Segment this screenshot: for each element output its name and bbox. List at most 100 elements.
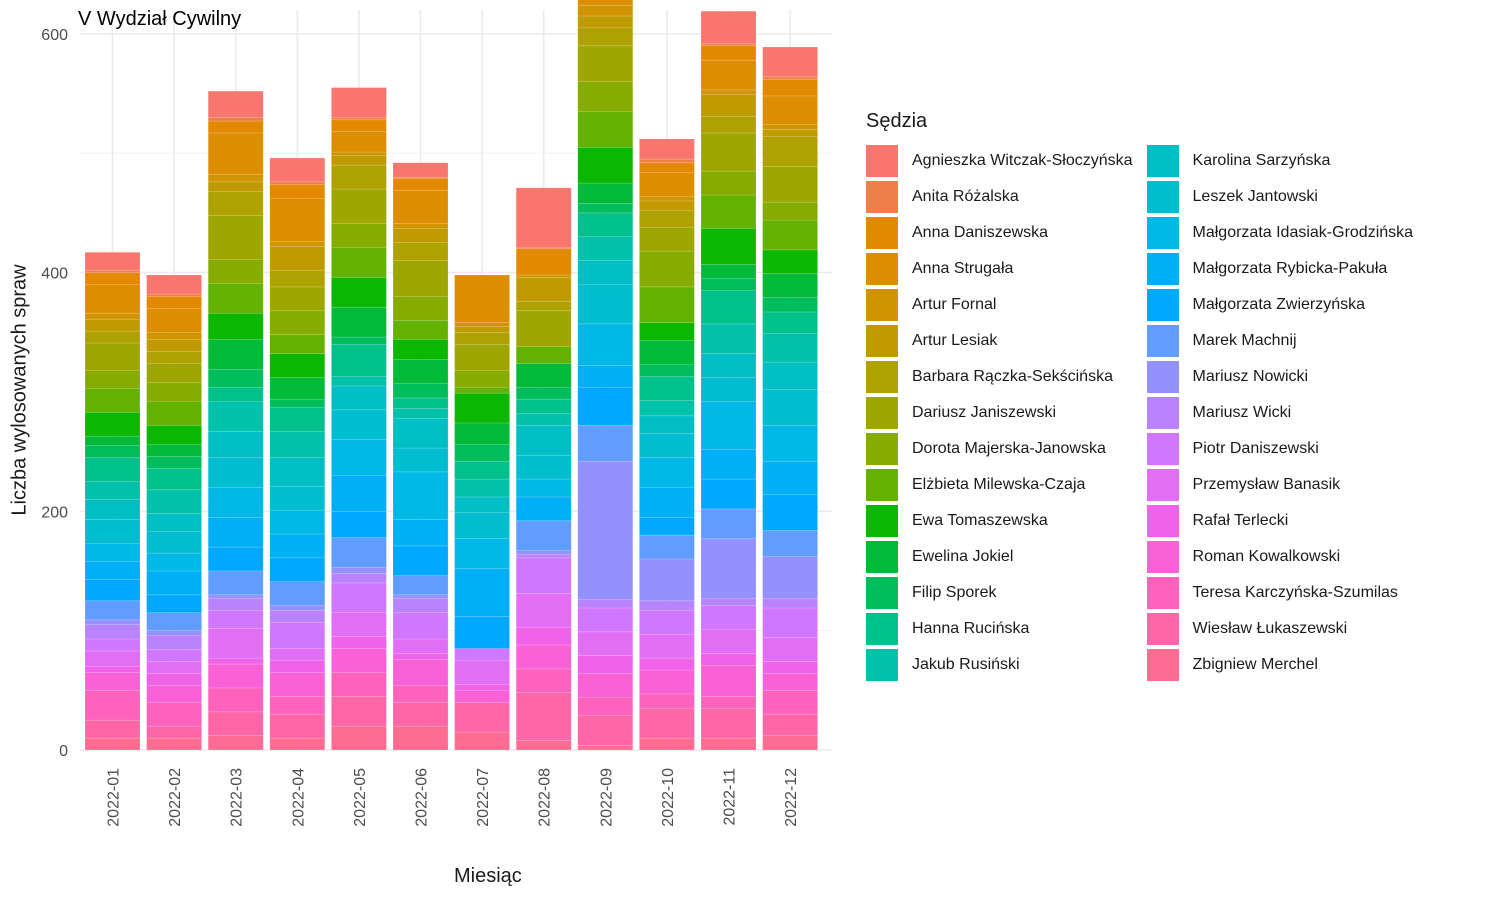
bar-segment xyxy=(269,557,326,583)
x-axis-title: Miesiąc xyxy=(454,865,522,887)
x-tick-label: 2022-02 xyxy=(167,768,184,827)
bar-segment xyxy=(84,481,141,500)
y-axis-title: Liczba wylosowanych spraw xyxy=(8,264,31,516)
bar-segment xyxy=(146,630,202,636)
bar-segment xyxy=(331,385,387,411)
bar-segment xyxy=(577,607,634,633)
bar-segment xyxy=(639,600,695,611)
bar-segment xyxy=(207,368,264,388)
bar-segment xyxy=(331,475,387,512)
legend-item: Barbara Rączka-Sekścińska xyxy=(866,359,1133,395)
bar-segment xyxy=(454,386,510,394)
axis-ticks: 0 200 400 600 2022-01 2022-02 2022-03 2022-04 20… xyxy=(41,27,800,827)
legend-label: Przemysław Banasik xyxy=(1192,476,1341,493)
bar-segment xyxy=(454,478,510,498)
bar-segment xyxy=(269,713,326,739)
bar-segment xyxy=(762,273,818,298)
bar-segment xyxy=(639,376,695,401)
bar-segment xyxy=(762,494,818,531)
bar-segment xyxy=(207,339,264,370)
bar-segment xyxy=(700,598,757,606)
legend-item: Zbigniew Merchel xyxy=(1146,647,1414,683)
legend-label: Artur Lesiak xyxy=(912,332,998,349)
bar-segment xyxy=(639,210,695,228)
bar-segment xyxy=(577,715,634,746)
bar-segment xyxy=(762,735,818,751)
bar-segment xyxy=(84,251,141,271)
bar-segment xyxy=(392,447,449,473)
bar-segment xyxy=(700,629,757,654)
bar-segment xyxy=(331,537,387,568)
bar-segment xyxy=(207,132,264,176)
legend-item: Roman Kowalkowski xyxy=(1146,539,1414,575)
legend-label: Małgorzata Rybicka-Pakuła xyxy=(1192,260,1388,277)
bar-segment xyxy=(146,612,202,631)
bar-segment xyxy=(639,737,695,751)
bar-segment xyxy=(515,248,572,276)
bar-segment xyxy=(639,138,695,160)
bar-segment xyxy=(392,260,449,297)
legend-item: Filip Sporek xyxy=(866,575,1133,611)
bar-segment xyxy=(577,425,634,462)
legend-key xyxy=(866,649,898,681)
legend-item: Dariusz Janiszewski xyxy=(866,395,1133,431)
bar-segment xyxy=(146,673,202,686)
x-tick-label: 2022-12 xyxy=(783,768,800,827)
bar-segment xyxy=(577,203,634,214)
bar-segment xyxy=(392,242,449,261)
bar-segment xyxy=(700,401,757,450)
bar-segment xyxy=(454,274,510,324)
bar-segment xyxy=(762,46,818,78)
bar-segment xyxy=(762,530,818,557)
bar-segment xyxy=(269,241,326,247)
bar-segment xyxy=(269,398,326,408)
bar-segment xyxy=(762,673,818,691)
bar-segment xyxy=(392,417,449,449)
x-tick-label: 2022-03 xyxy=(229,768,246,827)
bar-segment xyxy=(700,605,757,630)
bar-segment xyxy=(454,392,510,424)
bar-segment xyxy=(207,401,264,432)
bar-segment xyxy=(207,174,264,183)
bar-segment xyxy=(269,353,326,378)
bar-segment xyxy=(146,425,202,445)
bar-segment xyxy=(207,117,264,122)
legend-key xyxy=(866,361,898,393)
bar-segment xyxy=(146,725,202,739)
bar-segment xyxy=(577,365,634,388)
bar-segment xyxy=(207,546,264,572)
bar-segment xyxy=(392,408,449,419)
legend-key xyxy=(866,397,898,429)
bar-segment xyxy=(207,687,264,713)
bar-segment xyxy=(454,512,510,540)
bar-segment xyxy=(454,731,510,751)
bar-segment xyxy=(331,648,387,673)
bar-segment xyxy=(392,658,449,686)
bar-segment xyxy=(454,325,510,333)
legend-item: Elżbieta Milewska-Czaja xyxy=(866,467,1133,503)
bar-segment xyxy=(577,655,634,674)
bar-segment xyxy=(207,214,264,260)
bar-segment xyxy=(762,311,818,334)
bar-segment xyxy=(700,538,757,599)
bar-segment xyxy=(269,334,326,355)
legend-key xyxy=(1146,217,1179,249)
bar-segment xyxy=(762,713,818,736)
bar-segment xyxy=(392,545,449,577)
legend-item: Leszek Jantowski xyxy=(1146,179,1414,215)
bar-segment xyxy=(146,701,202,727)
bar-segment xyxy=(392,471,449,520)
bar-segment xyxy=(269,431,326,458)
bar-segment xyxy=(84,499,141,520)
bar-segment xyxy=(331,151,387,156)
bar-segment xyxy=(331,277,387,308)
bar-segment xyxy=(762,219,818,251)
legend-key xyxy=(1146,181,1179,213)
bar-segment xyxy=(700,89,757,96)
bar-segment xyxy=(700,43,757,47)
bar-segment xyxy=(515,740,572,751)
bar-segment xyxy=(639,200,695,211)
bar-segment xyxy=(84,284,141,314)
bar-segment xyxy=(515,553,572,559)
legend-label: Elżbieta Milewska-Czaja xyxy=(912,476,1086,493)
